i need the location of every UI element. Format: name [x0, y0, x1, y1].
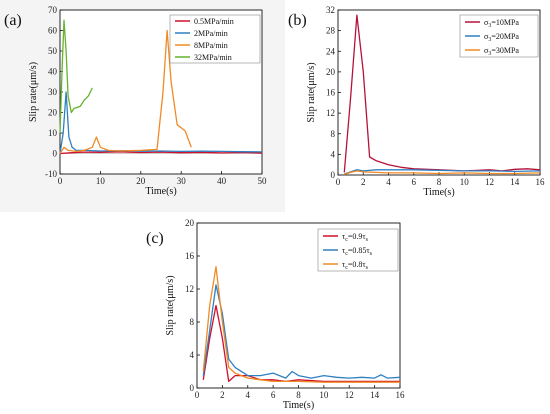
- panel-label: (c): [146, 230, 164, 247]
- x-tick-label: 0: [336, 177, 341, 187]
- y-tick-label: 12: [326, 108, 335, 118]
- panel-label: (a): [4, 12, 22, 29]
- legend-entry: 32MPa/min: [194, 53, 232, 62]
- y-tick-label: 32: [326, 5, 335, 15]
- x-tick-label: 0: [58, 176, 63, 186]
- panel-c: 0 2 4 6 8 10 12 14 16 0 4 8 12 16 20 Time(s) Slip rate(μ…: [146, 218, 405, 411]
- x-axis-label: Time(s): [145, 186, 176, 197]
- y-tick-label: 24: [326, 46, 336, 56]
- y-tick-label: 60: [48, 26, 58, 36]
- series-line-3: [202, 266, 400, 383]
- y-tick-label: 40: [48, 67, 58, 77]
- series-line-2: [202, 284, 401, 379]
- x-tick-label: 6: [412, 177, 417, 187]
- legend-entry: σ3=10MPa: [484, 18, 519, 29]
- y-tick-label: 8: [331, 129, 336, 139]
- series-line-3: [344, 170, 541, 176]
- x-tick-label: 14: [370, 390, 380, 400]
- y-tick-label: 16: [326, 88, 336, 98]
- y-tick-label: 10: [48, 128, 58, 138]
- x-tick-label: 6: [271, 390, 276, 400]
- x-axis-label: Time(s): [283, 400, 314, 411]
- y-axis-label: Slip rate(μm/s): [28, 62, 39, 122]
- y-tick-label: 12: [185, 284, 194, 294]
- x-tick-label: 0: [195, 390, 200, 400]
- y-tick-label: 0: [331, 170, 336, 180]
- x-tick-label: 30: [177, 176, 187, 186]
- series-line-3: [59, 29, 192, 154]
- legend-box: [169, 14, 261, 64]
- x-tick-label: 8: [437, 177, 442, 187]
- y-tick-label: 30: [48, 87, 58, 97]
- series-line-2: [344, 169, 541, 175]
- y-tick-label: 20: [185, 218, 195, 228]
- y-tick-label: 16: [185, 251, 195, 261]
- series-line-1: [343, 14, 541, 173]
- x-tick-label: 16: [536, 177, 546, 187]
- x-tick-label: 10: [96, 176, 106, 186]
- x-tick-label: 2: [220, 390, 225, 400]
- x-axis-label: Time(s): [423, 187, 454, 198]
- y-tick-label: 8: [190, 317, 195, 327]
- legend-entry: 0.5MPa/min: [194, 17, 234, 26]
- x-tick-label: 4: [386, 177, 391, 187]
- legend-entry: σ3=20MPa: [484, 32, 519, 43]
- y-tick-label: 70: [48, 5, 58, 15]
- legend-entry: σ3=30MPa: [484, 46, 519, 57]
- x-tick-label: 14: [510, 177, 520, 187]
- panel-label: (b): [288, 12, 307, 29]
- x-tick-label: 20: [136, 176, 146, 186]
- panel-b: 0 2 4 6 8 10 12 14 16048121620242832Time(s)Slip …: [288, 5, 545, 198]
- series-line-4: [59, 19, 93, 134]
- x-tick-label: 40: [217, 176, 227, 186]
- x-tick-label: 8: [296, 390, 301, 400]
- y-tick-label: 0: [190, 383, 195, 393]
- legend-entry: τc=0.8τs: [342, 260, 369, 271]
- panel-a: 0 10 20 30 40 50-10010203040506070Time(s)Slip…: [0, 0, 285, 212]
- x-tick-label: 10: [460, 177, 470, 187]
- y-tick-label: 28: [326, 26, 336, 36]
- x-tick-label: 2: [361, 177, 366, 187]
- y-tick-label: 50: [48, 46, 58, 56]
- y-tick-label: 20: [48, 108, 58, 118]
- y-tick-label: 4: [190, 350, 195, 360]
- x-tick-label: 16: [396, 390, 406, 400]
- y-axis-label: Slip rate(μm/s): [165, 275, 176, 335]
- legend-entry: 2MPa/min: [194, 29, 228, 38]
- x-tick-label: 12: [345, 390, 354, 400]
- y-axis-label: Slip rate(μm/s): [306, 62, 317, 122]
- y-tick-label: 0: [53, 149, 58, 159]
- y-tick-label: 20: [326, 67, 336, 77]
- x-tick-label: 12: [485, 177, 494, 187]
- legend-entry: τc=0.85τs: [342, 246, 373, 257]
- x-tick-label: 10: [319, 390, 329, 400]
- x-tick-label: 50: [258, 176, 268, 186]
- x-tick-label: 4: [246, 390, 251, 400]
- y-tick-label: -10: [45, 169, 57, 179]
- series-line-1: [59, 151, 263, 155]
- legend-entry: 8MPa/min: [194, 41, 228, 50]
- legend-entry: τc=0.9τs: [342, 232, 369, 243]
- y-tick-label: 4: [331, 149, 336, 159]
